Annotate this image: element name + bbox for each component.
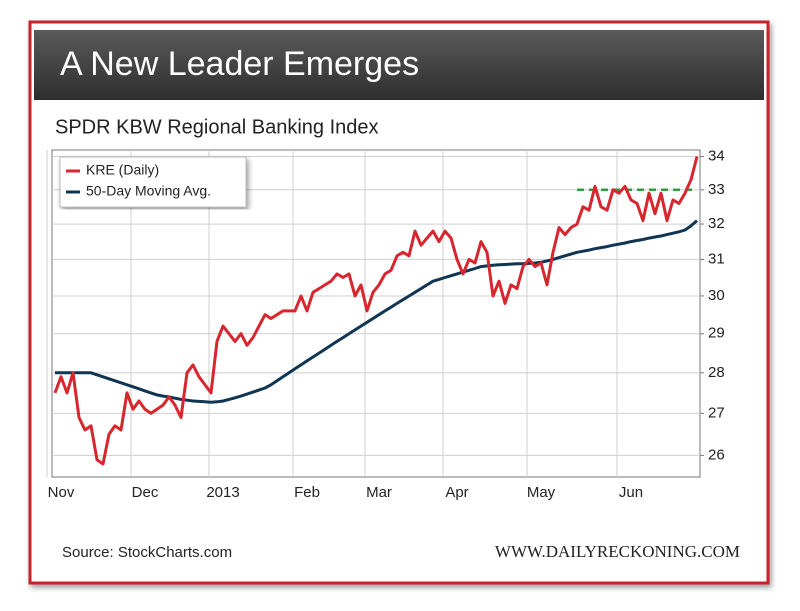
x-tick-label: Feb bbox=[294, 484, 320, 501]
y-tick-label: 32 bbox=[708, 215, 725, 232]
legend-label: 50-Day Moving Avg. bbox=[86, 183, 211, 199]
y-tick-label: 28 bbox=[708, 364, 725, 381]
page-title: A New Leader Emerges bbox=[60, 45, 419, 83]
y-tick-label: 34 bbox=[708, 148, 725, 165]
series-line bbox=[55, 219, 698, 404]
y-tick-label: 29 bbox=[708, 325, 725, 342]
legend-box bbox=[59, 156, 247, 208]
x-tick-label: Dec bbox=[132, 484, 159, 501]
x-tick-label: Jun bbox=[619, 484, 643, 501]
y-tick-label: 26 bbox=[708, 446, 725, 463]
chart-title: SPDR KBW Regional Banking Index bbox=[55, 116, 379, 138]
series-line bbox=[53, 156, 699, 466]
source: Source: StockCharts.com bbox=[62, 544, 232, 561]
banner bbox=[34, 30, 764, 100]
x-tick-label: 2013 bbox=[206, 484, 239, 501]
plot: 26 27 28 29 30 31 32 33 34 Nov Dec 2013 Feb Mar Apr May… bbox=[46, 148, 725, 501]
legend-label: KRE (Daily) bbox=[86, 162, 159, 178]
x-tick-label: Nov bbox=[48, 484, 75, 501]
plot-area bbox=[51, 149, 701, 478]
y-tick-label: 27 bbox=[708, 404, 725, 421]
x-tick-label: Apr bbox=[445, 484, 468, 501]
x-tick-label: May bbox=[527, 484, 556, 501]
y-tick-label: 33 bbox=[708, 181, 725, 198]
x-tick-label: Mar bbox=[366, 484, 392, 501]
y-tick-label: 30 bbox=[708, 287, 725, 304]
y-tick-label: 31 bbox=[708, 250, 725, 267]
website: WWW.DAILYRECKONING.COM bbox=[495, 542, 740, 561]
